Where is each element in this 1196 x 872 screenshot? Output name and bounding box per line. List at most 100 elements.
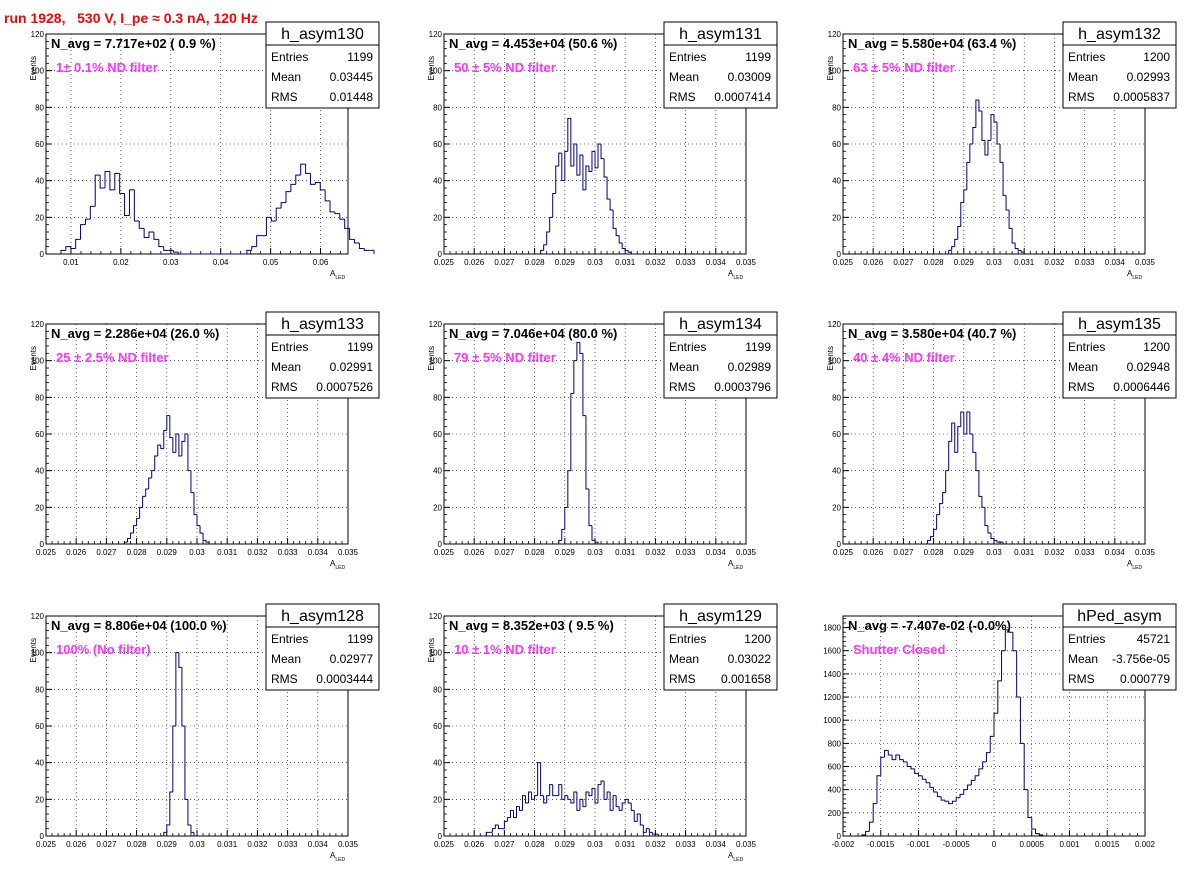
- stats-key: Entries: [1068, 632, 1105, 646]
- histogram-bin: [612, 795, 617, 811]
- histogram-bin: [989, 735, 994, 753]
- histogram-bin: [506, 817, 511, 822]
- y-tick-label: 40: [832, 467, 841, 476]
- x-axis-label: ALED: [728, 269, 743, 281]
- stats-value: 1199: [347, 50, 373, 64]
- histogram-bin: [1014, 243, 1019, 249]
- stats-value: 0.02991: [330, 360, 374, 374]
- x-axis-label-sub: LED: [733, 857, 743, 863]
- stats-key: Entries: [669, 50, 706, 64]
- histogram-name: h_asym129: [679, 608, 762, 625]
- y-axis-label: Events: [29, 346, 38, 370]
- stats-value: 0.01448: [330, 90, 374, 104]
- histogram-bin: [534, 795, 538, 800]
- y-tick-label: 20: [433, 795, 442, 804]
- histogram-bin: [891, 754, 896, 761]
- histogram-bin: [564, 150, 568, 181]
- histogram-bins: [558, 341, 599, 544]
- y-tick-label: 80: [35, 685, 44, 694]
- stats-key: Entries: [271, 50, 308, 64]
- x-tick-label: 0.06: [313, 258, 329, 267]
- x-tick-label: 0.03: [189, 840, 205, 849]
- stats-value: 1200: [744, 632, 771, 646]
- filter-label: 10 ± 1% ND filter: [454, 642, 556, 657]
- stats-value: 0.0003444: [316, 672, 373, 686]
- x-tick-label: 0.001: [1059, 840, 1080, 849]
- histogram-bin: [936, 514, 940, 530]
- histogram-bin: [1012, 632, 1017, 652]
- x-tick-label: 0.031: [1014, 548, 1035, 557]
- histogram-bin: [597, 784, 602, 803]
- x-tick-label: 0.028: [127, 840, 148, 849]
- histogram-bin: [585, 415, 589, 490]
- histogram-bin: [944, 800, 949, 802]
- histogram-bin: [645, 828, 650, 833]
- stats-key: RMS: [271, 90, 298, 104]
- histogram-bin: [579, 154, 583, 176]
- histogram-bin: [166, 415, 170, 431]
- stats-key: Mean: [1068, 360, 1098, 374]
- y-tick-label: 100: [828, 67, 842, 76]
- x-tick-label: 0.034: [706, 258, 727, 267]
- x-tick-label: 0.031: [1014, 258, 1035, 267]
- x-tick-label: 0.03: [986, 548, 1002, 557]
- y-tick-label: 120: [429, 612, 443, 621]
- stats-value: 0.0003796: [714, 380, 771, 394]
- histogram-bin: [133, 189, 140, 222]
- histogram-bin: [151, 470, 155, 478]
- x-tick-label: 0.035: [736, 258, 757, 267]
- stats-value: 1200: [1143, 340, 1170, 354]
- y-axis-label: Events: [29, 56, 38, 80]
- x-tick-label: 0.025: [434, 258, 455, 267]
- histogram-bin: [130, 532, 134, 539]
- histogram-bin: [196, 514, 201, 527]
- y-tick-label: 40: [35, 467, 44, 476]
- histogram-pad-h_asym128: 0.025 0.026 0.027 0.028 0.029 0.03 0.031 0.032 0…: [29, 603, 380, 863]
- histogram-bin: [945, 470, 949, 493]
- y-tick-label: 20: [35, 795, 44, 804]
- y-tick-label: 100: [828, 357, 842, 366]
- histogram-bin: [910, 766, 915, 770]
- y-tick-label: 1000: [823, 716, 841, 725]
- x-tick-label: 0.029: [555, 840, 576, 849]
- x-tick-label: 0.034: [706, 548, 727, 557]
- histogram-bin: [509, 809, 514, 818]
- x-tick-label: -0.002: [832, 840, 855, 849]
- histogram-bin: [970, 779, 976, 786]
- histogram-bin: [591, 787, 595, 796]
- histogram-bin: [582, 799, 586, 808]
- histogram-bin: [128, 189, 135, 216]
- histogram-bin: [561, 784, 565, 800]
- x-tick-label: 0.029: [954, 258, 975, 267]
- histogram-bin: [902, 759, 908, 763]
- x-tick-label: 0.029: [954, 548, 975, 557]
- y-tick-label: 1200: [823, 693, 841, 702]
- histogram-bin: [651, 832, 656, 835]
- n-avg-annotation: N_avg = 4.453e+04 (50.6 %): [449, 36, 617, 51]
- histogram-bin: [275, 207, 282, 221]
- x-axis-label-main: A: [330, 559, 336, 568]
- histogram-bin: [927, 539, 931, 544]
- histogram-bin: [930, 536, 934, 541]
- histogram-bin: [202, 533, 207, 541]
- stats-value: 0.000779: [1120, 672, 1170, 686]
- stats-value: 0.0007414: [714, 90, 771, 104]
- run-title: run 1928, 530 V, I_pe ≈ 0.3 nA, 120 Hz: [4, 10, 258, 26]
- y-tick-label: 80: [433, 103, 442, 112]
- histogram-bin: [265, 216, 272, 236]
- histogram-bin: [1002, 162, 1007, 196]
- stats-value: 1200: [1143, 50, 1170, 64]
- y-axis-label: Events: [427, 56, 436, 80]
- x-tick-label: 0.02: [113, 258, 129, 267]
- histogram-bin: [573, 143, 577, 166]
- x-tick-label: 0.026: [863, 258, 884, 267]
- histogram-bin: [124, 193, 130, 216]
- x-tick-label: 0.034: [308, 840, 329, 849]
- stats-key: RMS: [669, 672, 696, 686]
- histogram-bin: [865, 830, 870, 835]
- histogram-bin: [876, 775, 881, 804]
- histogram-bin: [573, 791, 577, 803]
- histogram-bin: [549, 216, 553, 232]
- histogram-bin: [639, 814, 644, 826]
- histogram-bin: [982, 761, 987, 769]
